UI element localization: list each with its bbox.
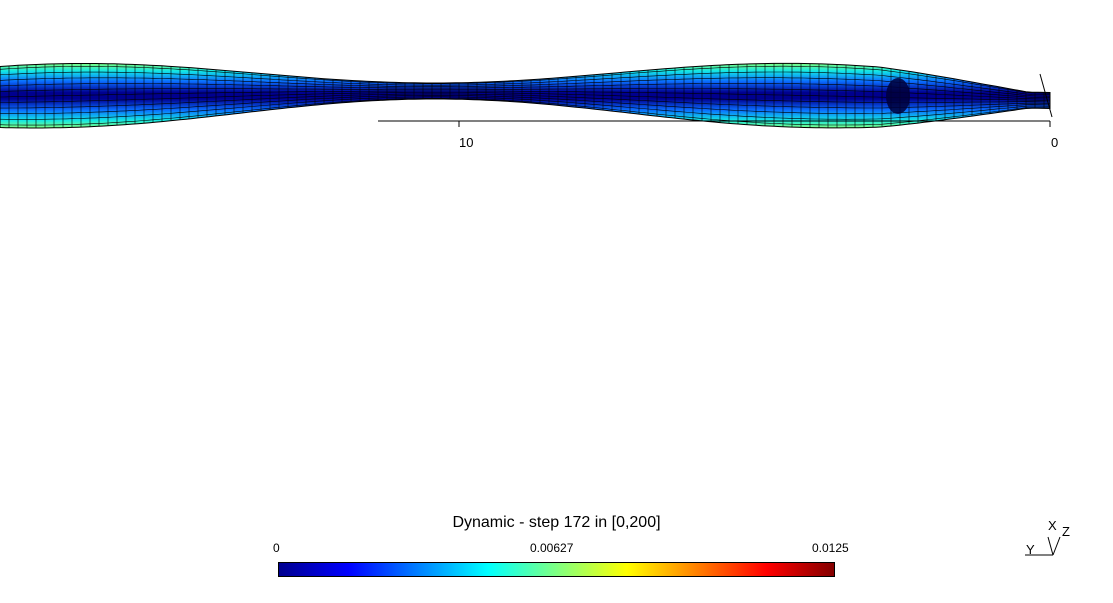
triad-x-label: X [1048, 519, 1057, 532]
triad-x-axis [1048, 537, 1053, 555]
axis-tick-label-0: 0 [1051, 136, 1058, 150]
colorbar-mid-label: 0.00627 [530, 541, 573, 555]
colorbar [278, 562, 835, 577]
triad-y-label: Y [1026, 543, 1035, 556]
colorbar-max-label: 0.0125 [812, 541, 849, 555]
triad-z-axis [1053, 537, 1060, 555]
colorbar-gradient [279, 563, 835, 577]
colorbar-min-label: 0 [273, 541, 280, 555]
colorbar-title: Dynamic - step 172 in [0,200] [278, 514, 835, 532]
deformed-beam-mesh [0, 63, 1050, 128]
dense-mesh-region [886, 78, 910, 114]
axis-tick-label-10: 10 [459, 136, 473, 150]
triad-z-label: Z [1062, 525, 1070, 538]
